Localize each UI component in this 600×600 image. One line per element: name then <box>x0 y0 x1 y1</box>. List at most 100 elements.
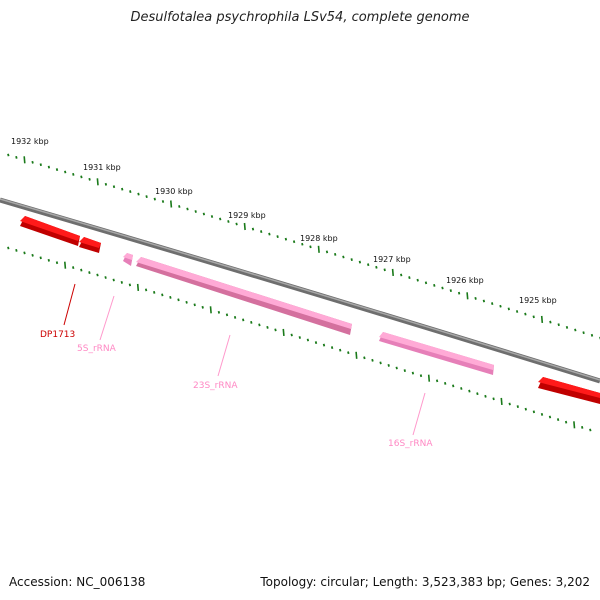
minor-tick <box>210 215 214 218</box>
minor-tick <box>194 210 197 213</box>
minor-tick <box>581 425 584 429</box>
minor-tick <box>260 230 263 234</box>
label-5s-rrna[interactable]: 5S_rRNA <box>77 344 117 354</box>
minor-tick <box>565 325 569 329</box>
major-tick <box>209 306 212 314</box>
minor-tick <box>112 185 116 189</box>
minor-tick <box>145 195 148 199</box>
minor-tick <box>508 402 511 406</box>
minor-tick <box>276 235 279 239</box>
minor-tick <box>574 328 577 332</box>
minor-tick <box>306 338 310 342</box>
minor-tick <box>515 310 519 313</box>
kbp-label: 1931 kbp <box>83 163 121 172</box>
minor-tick <box>557 323 560 327</box>
minor-tick <box>452 384 455 388</box>
rrna-5s[interactable] <box>123 253 133 266</box>
major-tick <box>23 156 26 164</box>
minor-tick <box>532 315 535 319</box>
minor-tick <box>484 394 487 398</box>
minor-tick <box>556 418 560 422</box>
minor-tick <box>193 303 196 307</box>
minor-tick <box>367 263 370 267</box>
label-dp1713[interactable]: DP1713 <box>40 330 75 340</box>
minor-tick <box>339 348 342 352</box>
map-title: Desulfotalea psychrophila LSv54, complet… <box>130 10 470 25</box>
minor-tick <box>482 299 486 303</box>
minor-tick <box>268 232 271 236</box>
outer-tick-ring <box>7 153 600 340</box>
major-tick <box>282 328 285 336</box>
minor-tick <box>242 318 245 322</box>
minor-tick <box>161 293 164 297</box>
minor-tick <box>400 273 403 277</box>
minor-tick <box>379 361 382 365</box>
minor-tick <box>112 278 115 282</box>
label-16s-rrna[interactable]: 16S_rRNA <box>388 439 433 449</box>
minor-tick <box>314 341 318 345</box>
minor-tick <box>363 356 366 360</box>
major-tick <box>317 245 320 253</box>
minor-tick <box>387 363 390 367</box>
minor-tick <box>47 165 51 169</box>
minor-tick <box>419 374 423 378</box>
minor-tick <box>185 300 188 304</box>
major-tick <box>427 374 431 382</box>
minor-tick <box>408 276 411 280</box>
minor-tick <box>444 381 447 385</box>
minor-tick <box>153 290 156 294</box>
minor-tick <box>201 305 204 309</box>
minor-tick <box>55 168 59 172</box>
minor-tick <box>137 192 140 196</box>
minor-tick <box>540 412 544 416</box>
minor-tick <box>88 177 91 181</box>
minor-tick <box>7 153 10 157</box>
minor-tick <box>217 310 221 314</box>
major-tick <box>170 200 173 208</box>
minor-tick <box>121 187 124 191</box>
minor-tick <box>178 205 181 208</box>
kbp-label: 1929 kbp <box>228 211 266 220</box>
minor-tick <box>177 298 180 302</box>
minor-tick <box>395 366 398 370</box>
minor-tick <box>301 242 304 246</box>
minor-tick <box>564 420 568 424</box>
minor-tick <box>23 251 26 255</box>
minor-tick <box>64 170 67 174</box>
backbone-highlight <box>0 198 600 381</box>
minor-tick <box>416 278 419 282</box>
minor-tick <box>80 175 83 179</box>
genome-backbone <box>0 197 600 384</box>
rrna-23s[interactable] <box>136 257 352 335</box>
minor-tick <box>104 276 107 279</box>
minor-tick <box>55 261 59 265</box>
minor-tick <box>334 252 337 256</box>
genome-summary-text: Topology: circular; Length: 3,523,383 bp… <box>260 575 590 589</box>
minor-tick <box>128 283 132 287</box>
rrna-16s[interactable] <box>379 332 494 375</box>
major-tick <box>500 397 503 405</box>
23s-leader <box>217 334 231 377</box>
label-23s-rrna[interactable]: 23S_rRNA <box>193 381 238 391</box>
minor-tick <box>186 207 189 211</box>
kbp-label: 1925 kbp <box>519 296 557 305</box>
minor-tick <box>403 369 406 373</box>
minor-tick <box>468 389 471 393</box>
gene-right-edge[interactable] <box>538 377 600 404</box>
major-tick <box>243 222 246 231</box>
minor-tick <box>491 302 494 306</box>
minor-tick <box>383 268 386 272</box>
minor-tick <box>375 265 378 269</box>
minor-tick <box>507 307 510 311</box>
kbp-label: 1930 kbp <box>155 187 193 196</box>
minor-tick <box>15 248 18 252</box>
kbp-label: 1928 kbp <box>300 234 338 243</box>
minor-tick <box>358 260 362 264</box>
minor-tick <box>47 258 50 262</box>
minor-tick <box>499 304 502 308</box>
minor-tick <box>524 407 527 411</box>
minor-tick <box>129 190 132 194</box>
minor-tick <box>350 258 353 262</box>
gene-dp1713[interactable] <box>20 216 101 253</box>
